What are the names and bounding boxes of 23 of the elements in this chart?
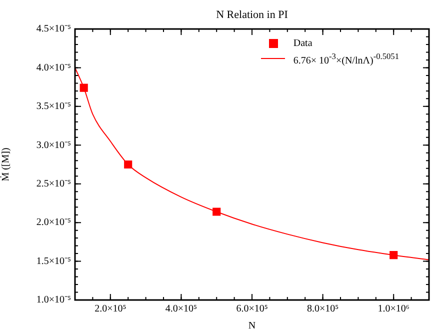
y-tick-label: 3.5×10⁻⁵ (36, 101, 71, 112)
point (80, 84, 88, 92)
point (212, 208, 221, 216)
point (124, 160, 132, 169)
x-tick-label: 2.0×10⁵ (94, 304, 126, 315)
y-tick-label: 4.0×10⁻⁵ (36, 62, 71, 74)
y-tick-label: 1.5×10⁻⁵ (36, 256, 71, 267)
chart-title: N Relation in PI (216, 8, 288, 21)
x-axis-title: N (248, 320, 256, 332)
y-axis-title: Ṁ ([M]) (0, 148, 12, 182)
y-tick-label: 1.0×10⁻⁵ (36, 294, 71, 306)
y-tick-label: 4.5×10⁻⁵ (36, 24, 71, 35)
legend-label: 6.76× 10$^{-3}$×(N/lnΛ)$^{-0.5051}$ (293, 51, 399, 68)
legend-label: Data (293, 37, 312, 50)
x-tick-label: 6.0×10⁵ (236, 304, 268, 315)
point (390, 251, 398, 260)
x-tick-label: 4.0×10⁵ (165, 304, 198, 315)
y-tick-label: 2.0×10⁻⁵ (36, 217, 71, 228)
line-series (75, 67, 429, 260)
y-tick-label: 2.5×10⁻⁵ (36, 178, 71, 190)
y-tick-label: 3.0×10⁻⁵ (36, 140, 71, 151)
x-tick-label: 8.0×10⁵ (306, 304, 339, 315)
x-tick-label: 1.0×10⁶ (378, 304, 410, 315)
